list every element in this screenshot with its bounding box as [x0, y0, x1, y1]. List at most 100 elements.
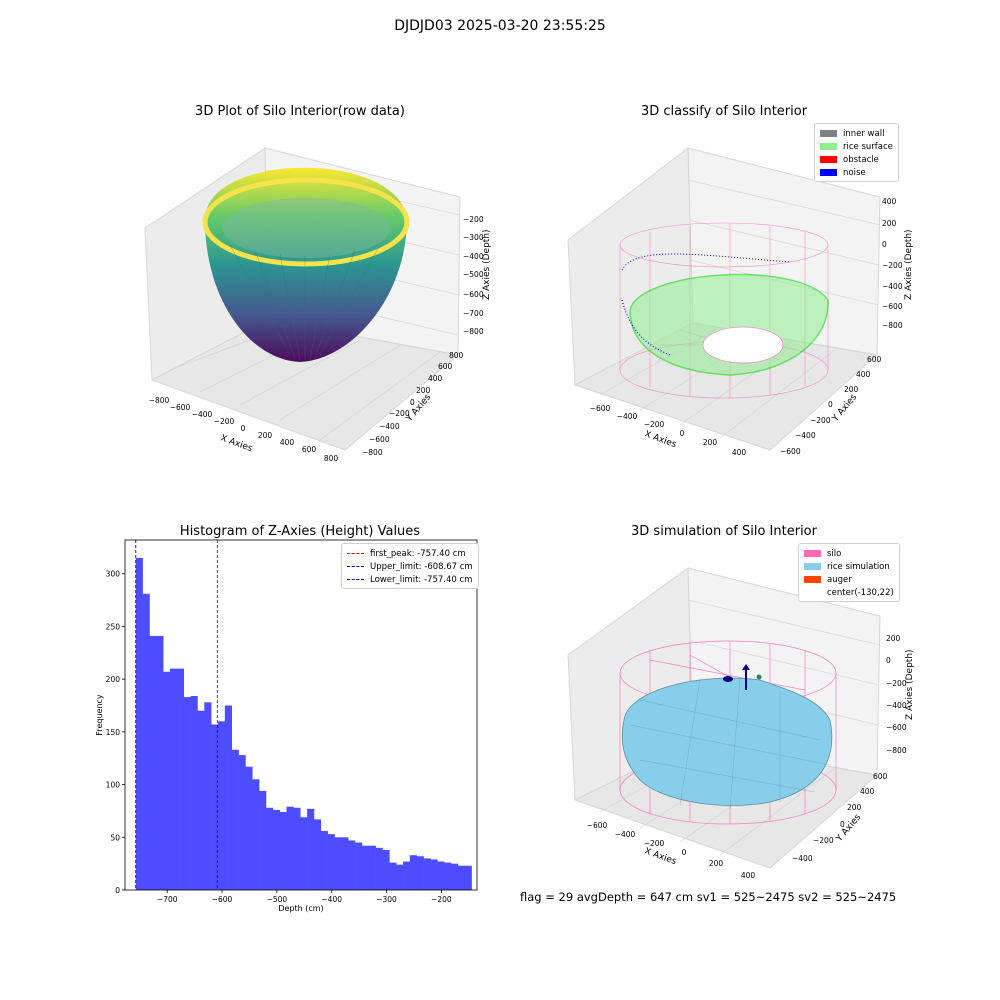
classify-z-axis-label: Z Axies (Depth) — [904, 229, 914, 300]
legend-swatch — [804, 563, 821, 570]
histogram-bar — [464, 865, 472, 890]
classify-legend: inner wall rice surface obstacle noise — [814, 123, 899, 182]
histogram-y-tick-label: 200 — [106, 675, 121, 684]
histogram-bar — [142, 593, 150, 890]
histogram-bar — [307, 808, 315, 890]
classify-x-tick: 200 — [703, 438, 718, 447]
histogram-bar — [183, 697, 191, 890]
histogram-bar — [416, 856, 424, 890]
raw-z-tick: −300 — [463, 233, 484, 242]
raw-y-tick: −600 — [369, 435, 390, 444]
histogram-bar — [368, 845, 376, 890]
classify-x-tick: −400 — [617, 412, 638, 421]
histogram-x-axis-label: Depth (cm) — [278, 904, 323, 913]
histogram-bar — [190, 696, 198, 890]
histogram-bar — [163, 671, 171, 890]
classify-z-tick: −200 — [882, 261, 903, 270]
histogram-frame — [124, 539, 478, 891]
histogram-x-tick-label: −600 — [212, 895, 233, 904]
simulation-y-axis-label: Y Axies — [834, 812, 863, 844]
classify-y-tick: −200 — [810, 416, 831, 425]
raw-plot-title: 3D Plot of Silo Interior(row data) — [195, 104, 405, 119]
raw-y-tick: −200 — [389, 409, 410, 418]
histogram-bar — [259, 790, 267, 890]
classify-y-tick: 0 — [828, 400, 833, 409]
raw-y-tick: 600 — [438, 362, 453, 371]
classify-x-tick: −600 — [590, 404, 611, 413]
histogram-x-tick-label: −200 — [431, 895, 452, 904]
classify-y-tick: −400 — [795, 431, 816, 440]
classify-plot-title: 3D classify of Silo Interior — [640, 104, 808, 119]
histogram-bar — [265, 807, 274, 890]
simulation-z-tick: −800 — [886, 746, 907, 755]
legend-line — [347, 553, 364, 554]
figure-title: DJDJD03 2025-03-20 23:55:25 — [394, 18, 606, 34]
histogram-bar — [320, 830, 328, 890]
simulation-z-tick: −600 — [886, 723, 907, 732]
simulation-y-tick: −200 — [813, 836, 834, 845]
histogram-bar — [313, 819, 322, 890]
histogram-bar — [286, 806, 294, 890]
simulation-legend: silo rice simulation auger center(-130,2… — [798, 543, 900, 602]
legend-swatch — [820, 130, 837, 137]
histogram-bar — [327, 834, 335, 890]
histogram-bar — [423, 858, 431, 890]
histogram-bar — [197, 710, 205, 890]
histogram-bar — [444, 862, 452, 890]
histogram-bar — [272, 809, 280, 890]
raw-x-tick: 400 — [280, 438, 295, 447]
legend-item-rice-simulation: rice simulation — [804, 560, 894, 573]
legend-item-center: center(-130,22) — [804, 586, 894, 599]
histogram-bar — [389, 862, 397, 890]
histogram-bar — [204, 702, 212, 890]
classify-y-tick: 400 — [856, 370, 871, 379]
histogram-x-tick-label: −400 — [321, 895, 342, 904]
classify-y-tick: 200 — [844, 385, 859, 394]
raw-y-tick: 800 — [449, 351, 464, 360]
status-text: flag = 29 avgDepth = 647 cm sv1 = 525~24… — [520, 890, 897, 904]
raw-z-tick: −500 — [463, 270, 484, 279]
raw-y-tick: 400 — [428, 374, 443, 383]
legend-line — [347, 579, 364, 580]
histogram-bar — [396, 864, 404, 890]
raw-x-tick: −800 — [149, 396, 170, 405]
classify-z-tick: 0 — [882, 240, 887, 249]
histogram-y-tick-label: 150 — [106, 728, 121, 737]
raw-x-tick: 0 — [241, 424, 246, 433]
histogram-y-axis-label: Frequency — [95, 694, 104, 736]
histogram-bar — [348, 840, 356, 890]
histogram-bar — [300, 817, 308, 890]
raw-x-tick: −600 — [170, 403, 191, 412]
histogram-bar — [382, 849, 390, 890]
histogram-bar — [334, 837, 342, 890]
raw-y-tick: −800 — [362, 448, 383, 457]
simulation-y-tick: 200 — [847, 803, 862, 812]
legend-swatch — [820, 156, 837, 163]
raw-z-tick: −200 — [463, 215, 484, 224]
legend-item-inner-wall: inner wall — [820, 127, 893, 140]
simulation-y-tick: 0 — [840, 820, 845, 829]
raw-y-tick: 200 — [416, 386, 431, 395]
legend-item-silo: silo — [804, 547, 894, 560]
histogram-legend: first_peak: -757.40 cm Upper_limit: -608… — [341, 543, 479, 589]
raw-y-tick: −400 — [379, 422, 400, 431]
histogram-bar — [135, 557, 143, 890]
raw-z-tick: −700 — [463, 309, 484, 318]
histogram-bar — [361, 845, 370, 890]
histogram-bar — [156, 635, 164, 890]
simulation-z-tick: −400 — [886, 701, 907, 710]
classify-x-tick: 400 — [732, 448, 747, 457]
classify-z-tick: 200 — [882, 219, 897, 228]
histogram-bar — [409, 855, 418, 890]
classify-y-tick: −600 — [780, 447, 801, 456]
simulation-plot-title: 3D simulation of Silo Interior — [631, 524, 817, 539]
classify-z-tick: −800 — [882, 321, 903, 330]
histogram-bar — [238, 755, 246, 890]
legend-swatch — [804, 550, 821, 557]
histogram-bar — [451, 863, 459, 890]
legend-swatch — [804, 589, 821, 596]
